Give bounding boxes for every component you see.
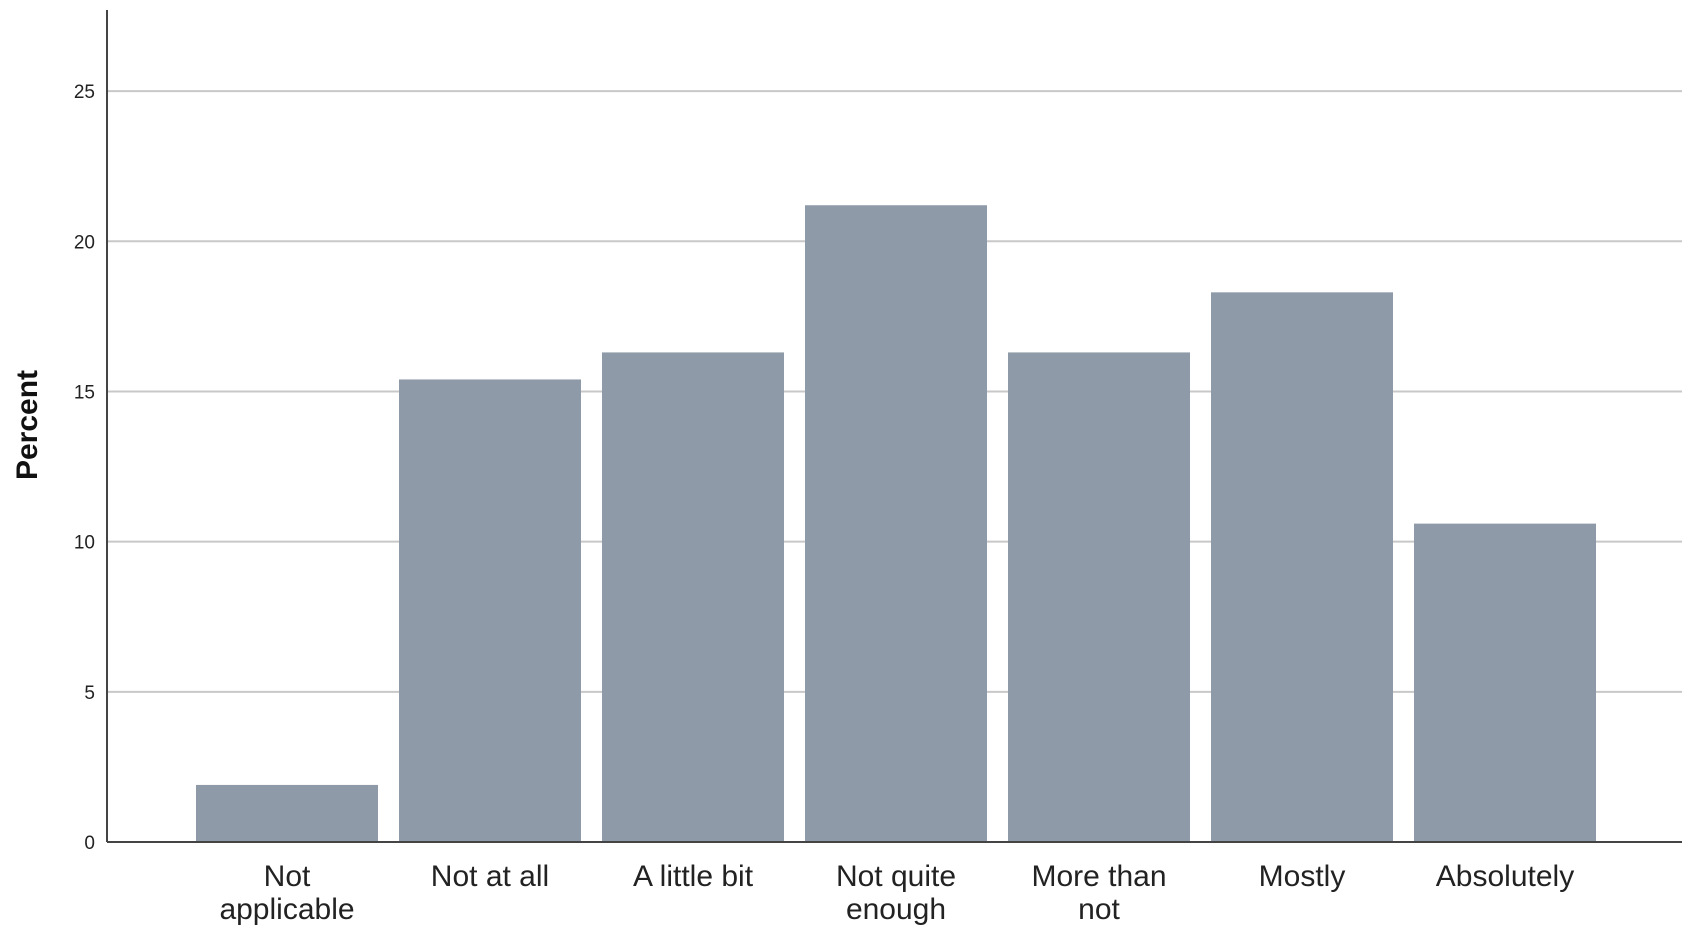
x-tick-label: A little bit: [633, 860, 754, 893]
x-tick-label: Not at all: [431, 860, 549, 893]
bar: [805, 205, 987, 843]
x-tick-label-line: applicable: [219, 893, 354, 926]
x-tick-labels: Not applicable Not at all A little bit Not q…: [219, 860, 1574, 926]
bar: [196, 784, 378, 842]
y-tick-label: 5: [84, 683, 95, 704]
x-tick-label: Not applicable: [219, 860, 354, 926]
x-tick-label: More than not: [1031, 860, 1166, 926]
x-tick-label-line: enough: [846, 893, 946, 926]
bar: [399, 379, 581, 842]
x-tick-label-line: More than: [1031, 860, 1166, 893]
y-tick-labels: 0 5 10 15 20 25: [74, 82, 95, 854]
x-tick-label-line: not: [1078, 893, 1120, 926]
x-tick-label: Absolutely: [1436, 860, 1574, 893]
y-tick-label: 15: [74, 382, 95, 403]
bar: [1414, 523, 1596, 842]
y-tick-label: 0: [84, 833, 95, 854]
x-tick-label: Not quite enough: [836, 860, 956, 926]
x-tick-label-line: Absolutely: [1436, 860, 1574, 893]
bar: [1008, 352, 1190, 842]
y-tick-label: 20: [74, 232, 95, 253]
x-tick-label-line: Not: [264, 860, 311, 893]
axes: [106, 10, 1682, 843]
x-tick-label-line: Mostly: [1259, 860, 1346, 893]
y-tick-label: 10: [74, 533, 95, 554]
bar: [1211, 292, 1393, 842]
bar: [602, 352, 784, 842]
y-axis-title: Percent: [11, 370, 44, 480]
x-tick-label: Mostly: [1259, 860, 1346, 893]
x-tick-label-line: Not quite: [836, 860, 956, 893]
x-tick-label-line: Not at all: [431, 860, 549, 893]
x-tick-label-line: A little bit: [633, 860, 754, 893]
bars: [196, 205, 1596, 843]
y-tick-label: 25: [74, 82, 95, 103]
